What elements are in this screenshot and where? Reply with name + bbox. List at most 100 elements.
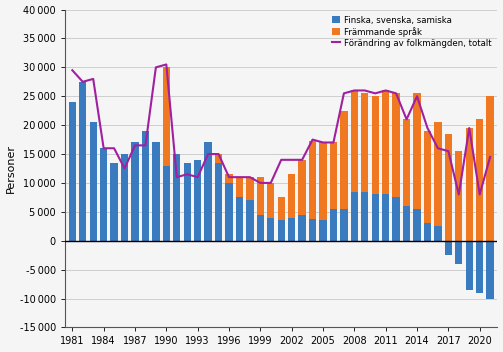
Förändring av folkmängden, totalt <box>320 140 326 145</box>
Förändring av folkmängden, totalt <box>205 152 211 156</box>
Förändring av folkmängden, totalt <box>466 126 472 130</box>
Bar <box>319 143 326 220</box>
Förändring av folkmängden, totalt <box>236 175 242 179</box>
Bar <box>236 177 243 197</box>
Förändring av folkmängden, totalt <box>132 143 138 147</box>
Bar <box>434 226 442 241</box>
Förändring av folkmängden, totalt <box>111 146 117 150</box>
Förändring av folkmängden, totalt <box>163 62 170 67</box>
Bar <box>455 151 462 241</box>
Bar <box>382 195 389 241</box>
Bar <box>486 241 494 298</box>
Line: Förändring av folkmängden, totalt: Förändring av folkmängden, totalt <box>72 64 490 195</box>
Bar <box>257 215 264 241</box>
Bar <box>309 219 316 241</box>
Bar <box>298 160 306 215</box>
Förändring av folkmängden, totalt <box>383 88 389 93</box>
Förändring av folkmängden, totalt <box>90 77 96 81</box>
Förändring av folkmängden, totalt <box>487 155 493 159</box>
Bar <box>204 143 212 241</box>
Bar <box>424 224 431 241</box>
Förändring av folkmängden, totalt <box>184 172 190 176</box>
Bar <box>424 131 431 224</box>
Förändring av folkmängden, totalt <box>69 68 75 73</box>
Bar <box>298 215 306 241</box>
Bar <box>330 143 337 209</box>
Bar <box>372 195 379 241</box>
Förändring av folkmängden, totalt <box>258 181 264 185</box>
Bar <box>403 206 410 241</box>
Bar <box>466 128 473 241</box>
Förändring av folkmängden, totalt <box>247 175 253 179</box>
Bar <box>319 220 326 241</box>
Bar <box>246 200 254 241</box>
Bar <box>340 111 348 209</box>
Bar <box>403 119 410 206</box>
Bar <box>111 163 118 241</box>
Bar <box>184 163 191 241</box>
Legend: Finska, svenska, samiska, Främmande språk, Förändring av folkmängden, totalt: Finska, svenska, samiska, Främmande språ… <box>330 14 493 50</box>
Förändring av folkmängden, totalt <box>299 158 305 162</box>
Bar <box>68 102 76 241</box>
Bar <box>309 141 316 219</box>
Bar <box>288 174 295 218</box>
Förändring av folkmängden, totalt <box>309 138 315 142</box>
Y-axis label: Personer: Personer <box>6 144 16 193</box>
Bar <box>413 93 421 209</box>
Bar <box>131 143 139 241</box>
Bar <box>434 122 442 226</box>
Förändring av folkmängden, totalt <box>435 146 441 150</box>
Bar <box>445 134 452 241</box>
Bar <box>236 197 243 241</box>
Bar <box>361 93 368 191</box>
Bar <box>100 148 107 241</box>
Bar <box>486 96 494 241</box>
Bar <box>476 119 483 241</box>
Förändring av folkmängden, totalt <box>330 140 337 145</box>
Bar <box>225 174 233 183</box>
Bar <box>445 241 452 255</box>
Bar <box>79 82 87 241</box>
Bar <box>267 183 275 218</box>
Bar <box>142 131 149 241</box>
Bar <box>246 177 254 200</box>
Bar <box>162 165 170 241</box>
Bar <box>413 209 421 241</box>
Bar <box>162 67 170 165</box>
Bar <box>455 241 462 264</box>
Bar <box>372 96 379 195</box>
Bar <box>90 122 97 241</box>
Förändring av folkmängden, totalt <box>278 158 284 162</box>
Bar <box>330 209 337 241</box>
Bar <box>152 143 159 241</box>
Förändring av folkmängden, totalt <box>425 126 431 130</box>
Förändring av folkmängden, totalt <box>477 193 483 197</box>
Bar <box>288 218 295 241</box>
Förändring av folkmängden, totalt <box>456 193 462 197</box>
Förändring av folkmängden, totalt <box>414 94 420 98</box>
Bar <box>476 241 483 293</box>
Bar <box>351 90 358 191</box>
Bar <box>215 154 222 163</box>
Bar <box>392 93 400 197</box>
Förändring av folkmängden, totalt <box>153 65 159 69</box>
Förändring av folkmängden, totalt <box>393 91 399 95</box>
Förändring av folkmängden, totalt <box>341 91 347 95</box>
Bar <box>278 220 285 241</box>
Bar <box>225 183 233 241</box>
Bar <box>382 90 389 195</box>
Bar <box>194 160 201 241</box>
Bar <box>466 241 473 290</box>
Förändring av folkmängden, totalt <box>142 143 148 147</box>
Bar <box>278 197 285 220</box>
Bar <box>121 154 128 241</box>
Bar <box>267 218 275 241</box>
Förändring av folkmängden, totalt <box>122 166 128 171</box>
Bar <box>361 191 368 241</box>
Förändring av folkmängden, totalt <box>268 181 274 185</box>
Förändring av folkmängden, totalt <box>403 117 409 121</box>
Förändring av folkmängden, totalt <box>445 149 451 153</box>
Förändring av folkmängden, totalt <box>215 152 221 156</box>
Bar <box>351 191 358 241</box>
Förändring av folkmängden, totalt <box>226 175 232 179</box>
